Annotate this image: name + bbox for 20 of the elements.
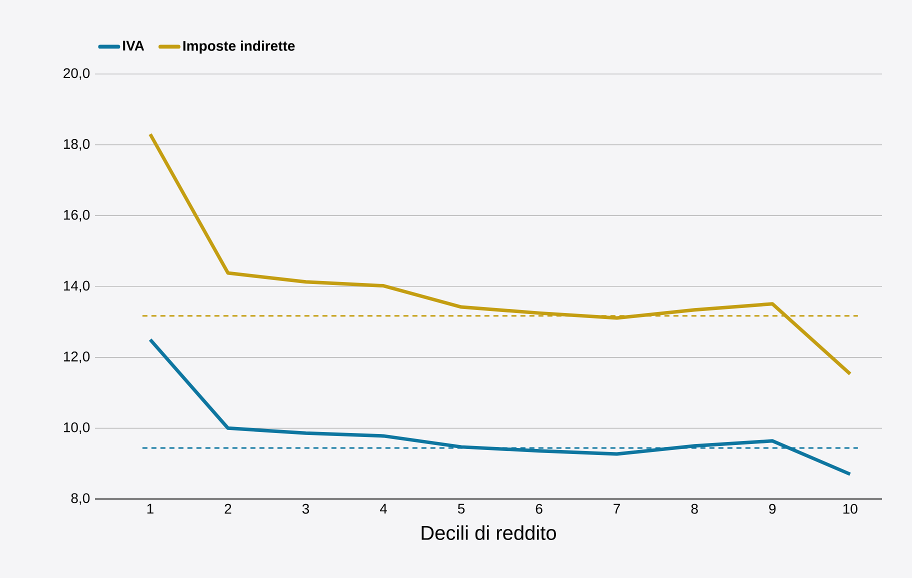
x-tick-label: 8 [691,504,698,514]
x-tick-label: 3 [302,504,310,514]
y-tick-label: 12,0 [64,352,90,364]
x-tick-label: 1 [147,504,154,514]
legend-label: IVA [123,40,144,50]
x-tick-label: 2 [224,504,232,514]
legend-label: Imposte indirette [183,40,295,54]
y-tick-label: 16,0 [64,210,90,222]
x-tick-label: 5 [458,504,465,514]
x-tick-label: 4 [380,504,387,514]
y-tick-label: 18,0 [64,139,90,151]
y-tick-label: 14,0 [64,280,90,292]
x-tick-label: 9 [769,504,776,514]
x-tick-label: 6 [536,504,542,514]
y-tick-label: 8,0 [71,493,90,505]
x-axis-title: Decili di reddito [422,525,556,540]
y-tick-label: 10,0 [64,422,90,434]
x-tick-label: 7 [614,504,620,514]
y-tick-label: 20,0 [64,68,90,80]
x-tick-label: 10 [843,504,858,514]
